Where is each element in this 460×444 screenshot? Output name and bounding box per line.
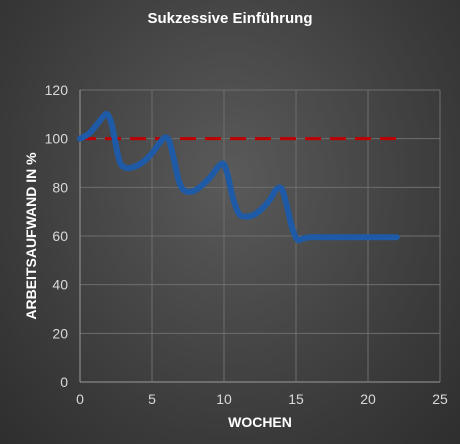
y-axis-label: ARBEITSAUFWAND IN % — [23, 152, 39, 320]
x-tick-label: 10 — [216, 391, 232, 407]
chart-title: Sukzessive Einführung — [147, 10, 312, 27]
x-tick-label: 20 — [360, 391, 376, 407]
x-tick-label: 15 — [288, 391, 304, 407]
y-tick-label: 40 — [52, 277, 68, 293]
workload-line-series — [77, 110, 400, 244]
x-tick-label: 5 — [148, 391, 156, 407]
x-tick-label: 25 — [432, 391, 448, 407]
y-tick-label: 120 — [45, 82, 69, 98]
x-axis-label: WOCHEN — [228, 414, 292, 430]
y-tick-label: 100 — [45, 131, 69, 147]
tick-labels: 0 20 40 60 80 100 120 0 5 10 15 20 25 — [45, 82, 448, 407]
series-layer — [77, 110, 400, 244]
x-tick-label: 0 — [76, 391, 84, 407]
y-tick-label: 60 — [52, 228, 68, 244]
y-tick-label: 80 — [52, 179, 68, 195]
y-tick-label: 20 — [52, 325, 68, 341]
y-tick-label: 0 — [60, 374, 68, 390]
